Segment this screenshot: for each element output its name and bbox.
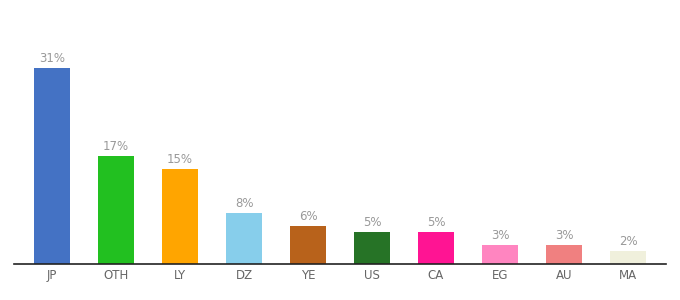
Bar <box>611 251 645 264</box>
Bar <box>226 213 262 264</box>
Bar <box>35 68 69 264</box>
Text: 8%: 8% <box>235 197 253 210</box>
Bar <box>354 232 390 264</box>
Text: 5%: 5% <box>362 216 381 229</box>
Bar <box>163 169 198 264</box>
Bar <box>482 245 517 264</box>
Text: 6%: 6% <box>299 210 318 223</box>
Text: 5%: 5% <box>427 216 445 229</box>
Bar <box>290 226 326 264</box>
Text: 2%: 2% <box>619 235 637 248</box>
Text: 3%: 3% <box>555 229 573 242</box>
Bar <box>99 157 133 264</box>
Bar <box>418 232 454 264</box>
Text: 15%: 15% <box>167 153 193 166</box>
Text: 31%: 31% <box>39 52 65 65</box>
Bar <box>547 245 581 264</box>
Text: 17%: 17% <box>103 140 129 153</box>
Text: 3%: 3% <box>491 229 509 242</box>
